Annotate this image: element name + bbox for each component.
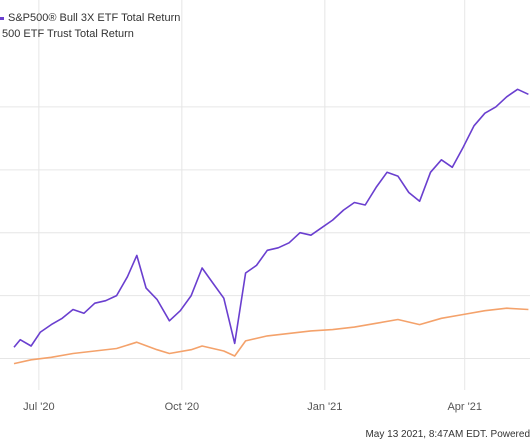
x-tick-label: Jan '21: [307, 401, 342, 413]
x-axis-ticks: Jul '20 Oct '20 Jan '21 Apr '21: [23, 401, 482, 413]
legend-entry-2: 500 ETF Trust Total Return: [0, 26, 134, 42]
x-tick-label: Jul '20: [23, 401, 54, 413]
series-line-1: [13, 88, 529, 348]
footer-credit: May 13 2021, 8:47AM EDT. Powered: [365, 429, 530, 440]
series-lines: [13, 88, 529, 365]
series-line-2: [13, 307, 529, 365]
x-tick-label: Oct '20: [165, 401, 200, 413]
legend-swatch: [0, 16, 4, 20]
legend-label: 500 ETF Trust Total Return: [2, 28, 134, 40]
grid: [0, 0, 530, 390]
legend-label: S&P500® Bull 3X ETF Total Return: [8, 12, 181, 24]
legend-entry-1: S&P500® Bull 3X ETF Total Return: [0, 10, 180, 26]
x-tick-label: Apr '21: [447, 401, 482, 413]
